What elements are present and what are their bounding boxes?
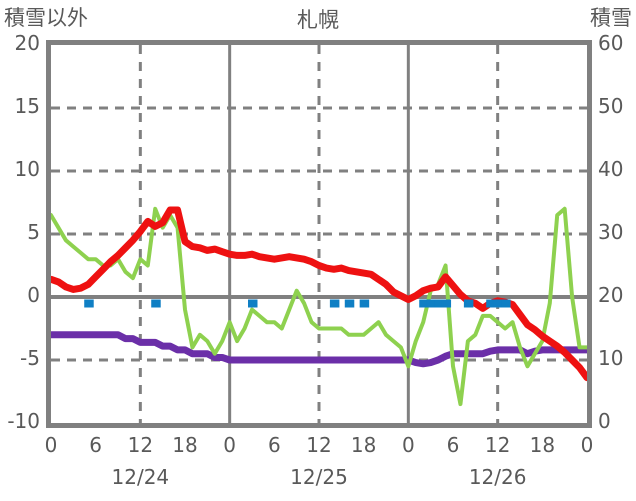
y-axis-right-tick: 50 <box>598 94 624 118</box>
x-axis-tick: 0 <box>580 433 594 457</box>
y-axis-right-tick: 20 <box>598 283 624 307</box>
y-axis-right-tick: 10 <box>598 346 624 370</box>
y-axis-left-tick: -10 <box>7 409 40 433</box>
x-axis-day-label: 12/24 <box>111 465 170 489</box>
y-axis-right-tick: 40 <box>598 157 624 181</box>
y-axis-right-tick: 0 <box>598 409 611 433</box>
series-snow-line <box>49 206 589 407</box>
x-axis-tick: 6 <box>89 433 103 457</box>
x-axis-tick: 6 <box>446 433 460 457</box>
y-axis-right-tick: 30 <box>598 220 624 244</box>
x-axis-tick: 0 <box>223 433 237 457</box>
chart-canvas <box>47 45 591 423</box>
series-wind-line <box>51 331 587 368</box>
plot-frame <box>46 40 592 428</box>
x-axis-tick: 12 <box>127 433 154 457</box>
x-axis-tick: 0 <box>401 433 415 457</box>
y-axis-left-tick: 10 <box>14 157 40 181</box>
x-axis-tick: 0 <box>44 433 58 457</box>
y-axis-left-tick: 5 <box>27 220 40 244</box>
x-axis-tick: 6 <box>267 433 281 457</box>
y-axis-left-tick: -5 <box>20 346 40 370</box>
page-title: 札幌 <box>297 8 339 32</box>
x-axis-tick: 18 <box>529 433 556 457</box>
x-axis-tick: 18 <box>172 433 198 457</box>
x-axis-tick: 12 <box>484 433 511 457</box>
y-axis-left-tick: 20 <box>14 31 40 55</box>
x-axis-day-label: 12/25 <box>290 465 348 489</box>
right-axis-label: 積雪 <box>590 6 632 30</box>
precipitation-markers <box>84 299 511 308</box>
plot-area <box>46 40 592 428</box>
left-axis-label: 積雪以外 <box>4 6 88 30</box>
y-axis-right-tick: 60 <box>598 31 624 55</box>
x-axis-tick: 18 <box>350 433 377 457</box>
y-axis-left-tick: 15 <box>14 94 40 118</box>
x-axis-tick: 12 <box>306 433 332 457</box>
y-axis-left-tick: 0 <box>27 283 40 307</box>
x-axis-day-label: 12/26 <box>468 465 527 489</box>
